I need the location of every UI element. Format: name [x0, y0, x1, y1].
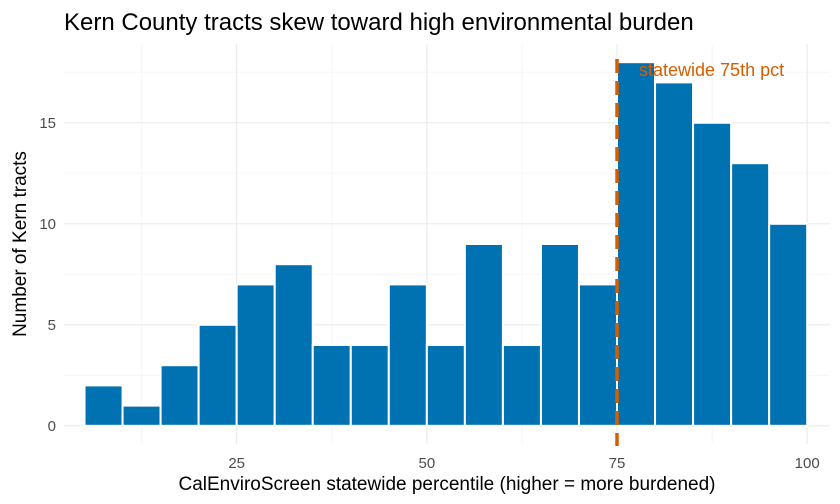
chart-title: Kern County tracts skew toward high envi…	[64, 9, 694, 36]
histogram-bar	[83, 384, 124, 427]
reference-line-label: statewide 75th pct	[639, 60, 784, 80]
histogram-bar	[425, 344, 466, 427]
histogram-bar	[273, 263, 314, 427]
histogram-bar	[121, 404, 162, 427]
histogram-bar	[577, 283, 619, 427]
x-tick-label: 75	[609, 455, 626, 472]
histogram-bar	[768, 222, 809, 427]
x-axis-title: CalEnviroScreen statewide percentile (hi…	[178, 474, 715, 495]
y-tick-label: 15	[39, 115, 56, 132]
y-tick-label: 0	[48, 418, 56, 435]
x-tick-labels: 25 50 75 100	[228, 455, 819, 472]
histogram-bar	[463, 243, 504, 427]
x-tick-label: 50	[418, 455, 435, 472]
histogram-bar	[387, 283, 428, 427]
histogram-bar	[654, 81, 695, 427]
histogram-bar	[197, 323, 238, 427]
y-tick-labels: 0 5 10 15	[39, 115, 56, 435]
histogram-bar	[616, 61, 657, 427]
histogram-bar	[311, 344, 352, 427]
y-tick-label: 10	[39, 216, 56, 233]
histogram-bar	[349, 344, 390, 427]
histogram-bar	[235, 283, 276, 427]
histogram-bar	[501, 344, 542, 427]
bars	[83, 61, 809, 427]
histogram-bar	[730, 162, 771, 427]
x-tick-label: 25	[228, 455, 245, 472]
histogram-bar	[539, 243, 580, 427]
y-tick-label: 5	[48, 317, 56, 334]
histogram-bar	[692, 121, 733, 427]
histogram-bar	[159, 364, 200, 427]
reference-line-group: statewide 75th pct	[615, 59, 784, 446]
y-axis-title: Number of Kern tracts	[10, 151, 31, 337]
x-tick-label: 100	[795, 455, 820, 472]
